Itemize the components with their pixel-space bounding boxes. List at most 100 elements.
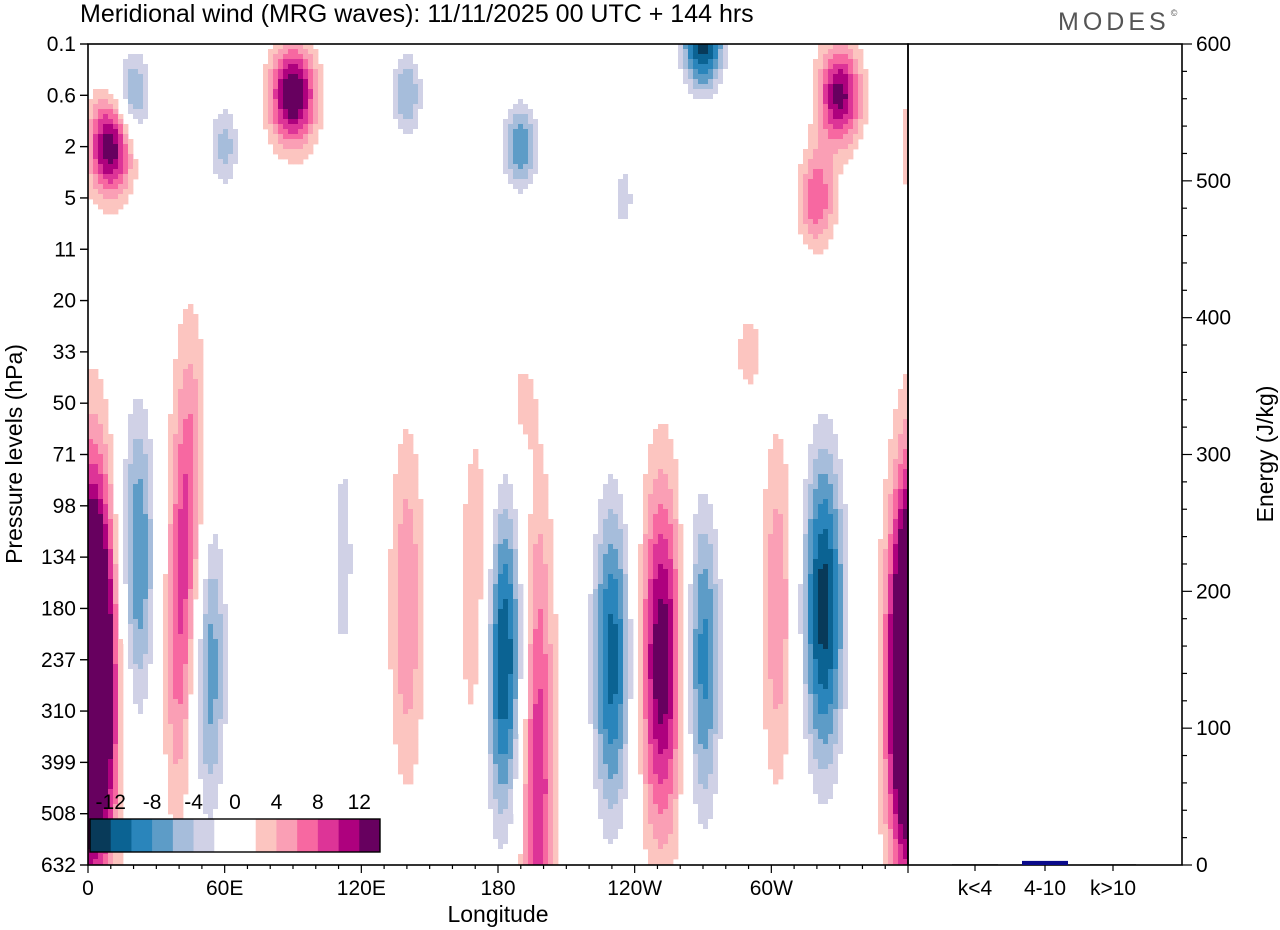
contour-cell [643,569,649,575]
contour-cell [903,519,908,525]
contour-cell [493,509,499,515]
contour-cell [268,99,274,105]
contour-cell [843,514,849,520]
contour-cell [533,99,539,105]
contour-cell [623,174,629,180]
contour-cell [263,104,269,110]
contour-cell [648,559,654,565]
contour-cell [508,174,514,180]
contour-cell [608,554,614,560]
contour-cell [128,494,134,500]
contour-cell [133,579,139,585]
contour-cell [348,464,354,470]
contour-cell [223,114,229,120]
contour-cell [498,454,504,460]
contour-cell [348,569,354,575]
contour-cell [273,74,279,80]
contour-cell [713,59,719,65]
contour-cell [813,589,819,595]
contour-cell [533,184,539,190]
contour-cell [518,124,524,130]
contour-cell [468,529,474,535]
contour-cell [703,529,709,535]
contour-cell [343,564,349,570]
contour-cell [203,564,209,570]
contour-cell [103,159,109,165]
contour-cell [898,524,904,530]
contour-cell [693,509,699,515]
contour-cell [748,344,754,350]
contour-cell [703,444,709,450]
contour-cell [413,534,419,540]
contour-cell [663,509,669,515]
contour-cell [93,579,99,585]
contour-cell [833,114,839,120]
contour-cell [153,534,159,540]
contour-cell [848,564,854,570]
contour-cell [723,49,729,55]
contour-cell [833,514,839,520]
contour-cell [418,594,424,600]
contour-cell [188,344,194,350]
contour-cell [883,479,889,485]
contour-cell [498,459,504,465]
contour-cell [678,569,684,575]
contour-cell [818,224,824,230]
contour-cell [98,159,104,165]
contour-cell [153,429,159,435]
contour-cell [123,539,129,545]
contour-cell [708,529,714,535]
contour-cell [818,74,824,80]
contour-cell [498,174,504,180]
contour-cell [223,179,229,185]
contour-cell [818,174,824,180]
contour-cell [413,74,419,80]
contour-cell [308,109,314,115]
contour-cell [118,79,124,85]
contour-cell [273,104,279,110]
contour-cell [138,99,144,105]
contour-cell [778,569,784,575]
contour-cell [218,179,224,185]
contour-cell [538,139,544,145]
contour-cell [513,474,519,480]
contour-cell [843,439,849,445]
contour-cell [228,164,234,170]
contour-cell [123,499,129,505]
contour-cell [888,554,894,560]
contour-cell [828,519,834,525]
contour-cell [818,89,824,95]
contour-cell [133,159,139,165]
contour-cell [663,539,669,545]
contour-cell [628,579,634,585]
contour-cell [508,109,514,115]
contour-cell [843,554,849,560]
contour-cell [828,429,834,435]
contour-cell [538,514,544,520]
contour-cell [293,44,299,50]
contour-cell [228,184,234,190]
contour-cell [93,179,99,185]
contour-cell [783,494,789,500]
contour-cell [313,84,319,90]
contour-cell [848,74,854,80]
contour-cell [293,94,299,100]
contour-cell [823,379,829,385]
contour-cell [193,524,199,530]
contour-cell [398,474,404,480]
contour-cell [798,499,804,505]
contour-cell [528,529,534,535]
contour-cell [268,279,274,285]
contour-cell [808,464,814,470]
contour-cell [103,529,109,535]
contour-cell [713,574,719,580]
contour-cell [903,539,908,545]
contour-cell [188,419,194,425]
contour-cell [338,579,344,585]
contour-cell [698,454,704,460]
contour-cell [823,54,829,60]
contour-cell [233,184,239,190]
contour-cell [783,549,789,555]
contour-cell [278,154,284,160]
contour-cell [193,469,199,475]
